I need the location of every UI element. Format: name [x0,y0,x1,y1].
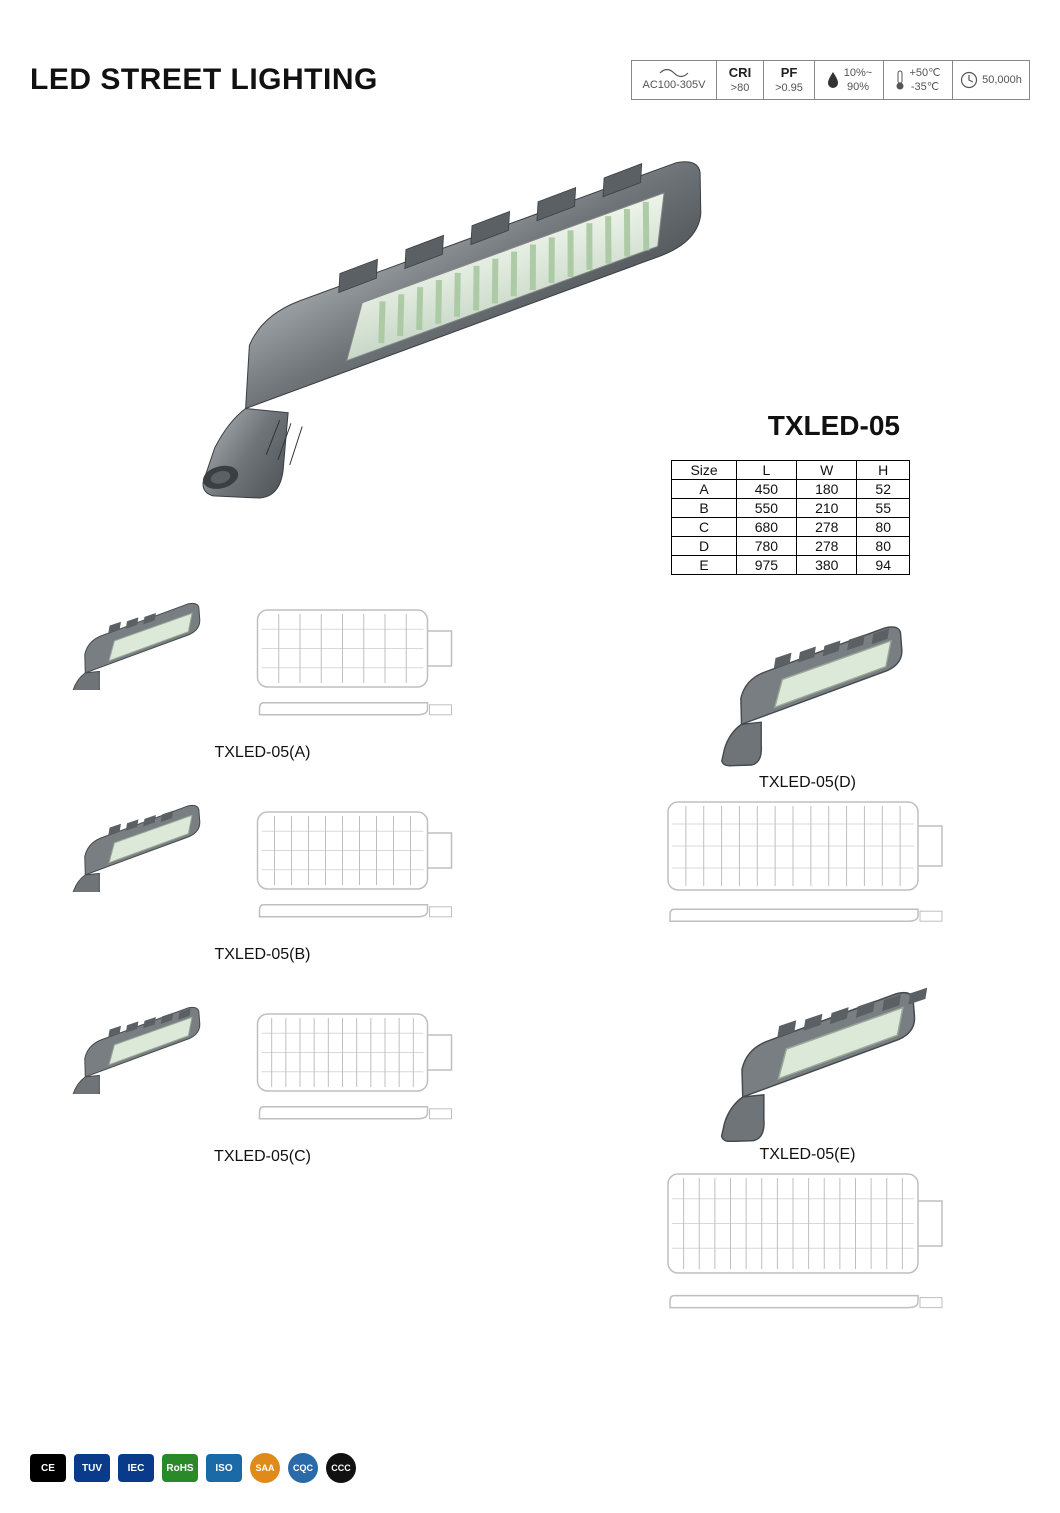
badge-cri: CRI>80 [716,60,764,100]
cert-ce: CE [30,1454,66,1482]
certifications: CE TUV IEC RoHS ISO SAA CQC CCC [30,1453,356,1483]
variants-grid: TXLED-05(A) TXLED-05(B) TXLED-05(C) TXLE… [30,560,1030,1364]
thermometer-icon [895,70,905,90]
cert-iso: ISO [206,1454,242,1482]
variant-e-label: TXLED-05(E) [759,1146,855,1164]
variant-d-thumb [678,600,938,770]
header: LED STREET LIGHTING AC100-305V CRI>80 PF… [30,60,1030,100]
variant-b: TXLED-05(B) [50,802,475,964]
spec-badges: AC100-305V CRI>80 PF>0.95 10%~90% +50℃-3… [632,60,1030,100]
variant-a-drawing [240,600,475,740]
variant-e: TXLED-05(E) [595,972,1020,1344]
cert-cqc: CQC [288,1453,318,1483]
variant-d-drawing [658,792,958,952]
variant-d: TXLED-05(D) [595,600,1020,952]
hero-section: TXLED-05 SizeLWH A45018052B55021055C6802… [30,130,1030,550]
variant-e-drawing [658,1164,958,1344]
cert-tuv: TUV [74,1454,110,1482]
variant-c-thumb [50,1004,220,1094]
size-col: Size [672,461,736,480]
badge-humidity: 10%~90% [814,60,884,100]
variant-c-drawing [240,1004,475,1144]
size-row: C68027880 [672,518,910,537]
size-col: L [736,461,796,480]
droplet-icon [826,71,840,89]
cert-ccc: CCC [326,1453,356,1483]
variant-b-label: TXLED-05(B) [214,946,310,964]
sine-icon [659,68,689,78]
variant-a: TXLED-05(A) [50,600,475,762]
cert-rohs: RoHS [162,1454,198,1482]
badge-voltage: AC100-305V [631,60,717,100]
badge-pf: PF>0.95 [763,60,815,100]
size-col: H [857,461,910,480]
size-row: A45018052 [672,480,910,499]
variants-left: TXLED-05(A) TXLED-05(B) TXLED-05(C) [50,600,475,1344]
variant-b-thumb [50,802,220,892]
size-row: B55021055 [672,499,910,518]
variant-d-label: TXLED-05(D) [759,774,856,792]
variant-b-drawing [240,802,475,942]
clock-icon [960,71,978,89]
cert-iec: IEC [118,1454,154,1482]
size-table: SizeLWH A45018052B55021055C68027880D7802… [671,460,910,575]
model-title: TXLED-05 [768,410,900,442]
size-row: E97538094 [672,556,910,575]
size-row: D78027880 [672,537,910,556]
cert-saa: SAA [250,1453,280,1483]
size-col: W [797,461,857,480]
variant-c-label: TXLED-05(C) [214,1148,311,1166]
variant-c: TXLED-05(C) [50,1004,475,1166]
page-title: LED STREET LIGHTING [30,63,378,97]
variants-right: TXLED-05(D) TXLED-05(E) [595,600,1020,1344]
badge-life: 50,000h [952,60,1030,100]
variant-e-thumb [678,972,938,1142]
badge-temp: +50℃-35℃ [883,60,953,100]
product-hero-image [110,130,810,510]
variant-a-thumb [50,600,220,690]
variant-a-label: TXLED-05(A) [214,744,310,762]
